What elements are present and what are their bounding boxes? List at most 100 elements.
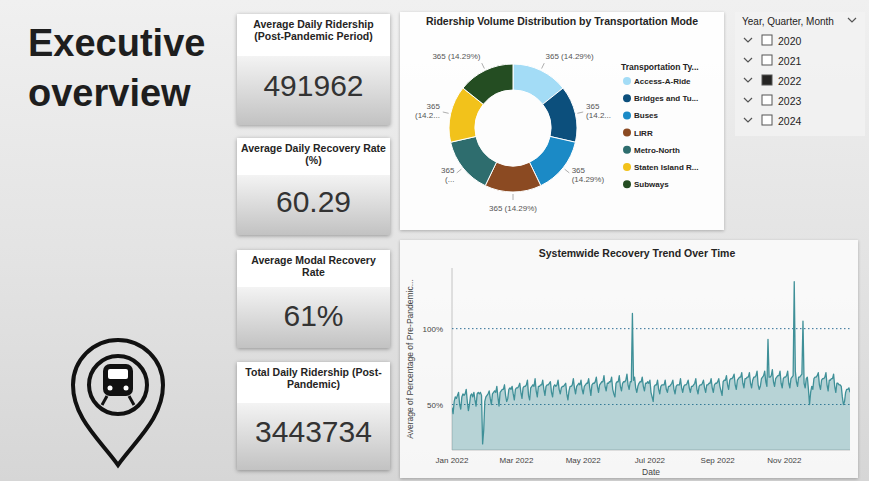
legend-item: Subways — [634, 180, 669, 189]
data-label: 365(14.29%) — [572, 166, 605, 184]
kpi-card: Average Daily Ridership (Post-Pandemic P… — [237, 14, 390, 125]
legend-title: Transportation Ty... — [621, 62, 699, 72]
x-axis-title: Date — [642, 467, 660, 477]
slicer-item[interactable]: 2021 — [778, 55, 802, 67]
legend-swatch — [623, 163, 631, 171]
data-label: 365 (14.29%) — [432, 52, 480, 61]
checkbox[interactable] — [762, 75, 772, 85]
data-label-line: 365 — [427, 102, 441, 111]
plot-area — [452, 282, 850, 450]
expand-chevron — [744, 38, 752, 42]
train-leg — [102, 396, 107, 405]
slicer-item[interactable]: 2023 — [778, 95, 802, 107]
checkbox[interactable] — [762, 55, 772, 65]
kpi-card: Average Daily Recovery Rate (%) 60.29 — [237, 138, 390, 235]
leader-line — [457, 169, 462, 173]
x-tick-label: Jan 2022 — [436, 456, 469, 465]
kpi-value: 61% — [237, 296, 390, 336]
legend-swatch — [623, 77, 631, 85]
slicer-item[interactable]: 2020 — [778, 35, 802, 47]
expand-chevron — [744, 118, 752, 122]
pin-ring — [89, 356, 147, 414]
legend-item: Buses — [634, 111, 659, 120]
area-fill — [452, 282, 850, 450]
trend-chart: Systemwide Recovery Trend Over Time 50% 10… — [405, 247, 850, 477]
y-tick-label: 100% — [423, 325, 443, 334]
train-body — [103, 364, 133, 396]
legend-swatch — [623, 94, 631, 102]
leader-line — [513, 194, 514, 200]
legend-item: Access-A-Ride — [634, 77, 691, 86]
data-label-line: (14.2... — [586, 111, 611, 120]
expand-chevron — [744, 78, 752, 82]
train-light — [108, 386, 113, 391]
slicer-chevron — [848, 18, 856, 22]
legend-item: Metro-North — [634, 146, 680, 155]
dashboard: Executive overview Average Daily Ridershi… — [0, 0, 869, 481]
data-label: 365(14.2... — [415, 102, 440, 120]
data-label-line: (14.2... — [415, 111, 440, 120]
data-label-line: 365 — [441, 166, 455, 175]
x-tick-label: May 2022 — [566, 456, 602, 465]
kpi-title: Average Daily Recovery Rate (%) — [241, 142, 386, 166]
legend-item: Staten Island R... — [634, 163, 698, 172]
donut-chart: Ridership Volume Distribution by Transpo… — [415, 15, 699, 213]
data-label-line: (... — [445, 175, 454, 184]
checkbox[interactable] — [762, 115, 772, 125]
train-window — [108, 369, 128, 379]
kpi-title: Average Daily Ridership (Post-Pandemic P… — [241, 18, 386, 42]
leader-line — [542, 63, 545, 68]
checkbox[interactable] — [762, 35, 772, 45]
leader-line — [443, 112, 449, 113]
data-label: 365 (14.29%) — [489, 204, 537, 213]
x-tick-label: Sep 2022 — [701, 456, 736, 465]
data-label: 365(... — [441, 166, 455, 184]
expand-chevron — [744, 98, 752, 102]
expand-chevron — [744, 58, 752, 62]
chart-title: Systemwide Recovery Trend Over Time — [539, 247, 736, 259]
slicer-item[interactable]: 2022 — [778, 75, 802, 87]
leader-line — [482, 63, 485, 68]
data-label: 365(14.2... — [586, 102, 611, 120]
trend-line — [452, 282, 850, 444]
slicer-item[interactable]: 2024 — [778, 115, 802, 127]
data-label-line: (14.29%) — [572, 175, 605, 184]
pin-outline — [73, 340, 163, 465]
x-tick-label: Jul 2022 — [635, 456, 666, 465]
train-icon — [73, 340, 163, 465]
chart-layer: Ridership Volume Distribution by Transpo… — [0, 0, 869, 481]
legend-item: LIRR — [634, 129, 653, 138]
kpi-card: Average Modal Recovery Rate 61% — [237, 250, 390, 348]
kpi-card: Total Daily Ridership (Post-Pandemic) 344… — [237, 362, 390, 470]
donut-slice — [463, 64, 513, 104]
data-label-line: 365 — [586, 102, 600, 111]
x-tick-label: Nov 2022 — [767, 456, 802, 465]
page-title: Executive overview — [28, 18, 233, 118]
x-tick-label: Mar 2022 — [500, 456, 534, 465]
leader-line — [577, 112, 583, 113]
data-label-line: 365 — [572, 166, 586, 175]
slicer-title: Year, Quarter, Month — [742, 16, 834, 27]
train-light — [124, 386, 129, 391]
train-leg — [129, 396, 134, 405]
donut-slice — [543, 88, 577, 142]
kpi-value: 60.29 — [237, 182, 390, 222]
y-tick-label: 50% — [427, 401, 443, 410]
slicer: Year, Quarter, Month 2020 2021 2022 2023 2024 — [742, 16, 856, 127]
legend-swatch — [623, 146, 631, 154]
legend-swatch — [623, 129, 631, 137]
leader-line — [565, 169, 570, 173]
y-axis-title: Average of Percentage of Pre-Pandemic... — [405, 279, 415, 439]
checkbox[interactable] — [762, 95, 772, 105]
kpi-value: 3443734 — [237, 412, 390, 452]
legend-swatch — [623, 111, 631, 119]
grid-line — [452, 328, 850, 329]
legend-swatch — [623, 180, 631, 188]
kpi-title: Total Daily Ridership (Post-Pandemic) — [241, 366, 386, 390]
data-label: 365 (14.29%) — [546, 52, 594, 61]
kpi-title: Average Modal Recovery Rate — [241, 254, 386, 278]
kpi-value: 491962 — [237, 66, 390, 106]
donut-slice — [451, 136, 497, 185]
chart-title: Ridership Volume Distribution by Transpo… — [426, 15, 698, 27]
legend-item: Bridges and Tu... — [634, 94, 698, 103]
